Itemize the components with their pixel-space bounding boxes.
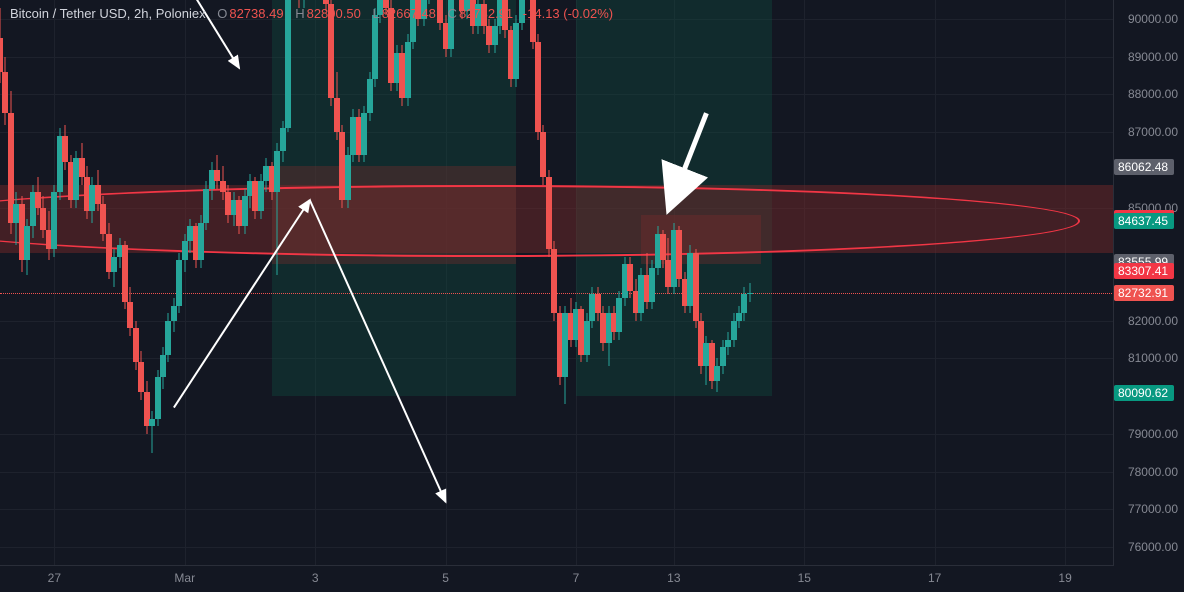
grid-line <box>804 0 805 566</box>
chart-root[interactable]: 90000.0089000.0088000.0087000.0085000.00… <box>0 0 1184 592</box>
ohlc-c-label: C <box>448 6 457 21</box>
y-tick-label: 82000.00 <box>1128 314 1178 328</box>
symbol-title[interactable]: Bitcoin / Tether USD, 2h, Poloniex <box>10 6 206 21</box>
x-tick-label: 5 <box>442 571 449 585</box>
x-tick-label: 13 <box>667 571 680 585</box>
plot-area[interactable] <box>0 0 1114 566</box>
grid-line <box>1065 0 1066 566</box>
candle[interactable] <box>747 0 753 566</box>
price-tag: 84637.45 <box>1114 213 1174 229</box>
y-tick-label: 78000.00 <box>1128 465 1178 479</box>
y-tick-label: 90000.00 <box>1128 12 1178 26</box>
x-tick-label: 27 <box>48 571 61 585</box>
y-tick-label: 79000.00 <box>1128 427 1178 441</box>
x-tick-label: 19 <box>1058 571 1071 585</box>
ohlc-o-value: 82738.49 <box>229 6 283 21</box>
y-axis[interactable]: 90000.0089000.0088000.0087000.0085000.00… <box>1113 0 1184 566</box>
price-tag: 80090.62 <box>1114 385 1174 401</box>
y-tick-label: 77000.00 <box>1128 502 1178 516</box>
y-tick-label: 88000.00 <box>1128 87 1178 101</box>
ohlc-o-label: O <box>217 6 227 21</box>
ohlc-h-label: H <box>295 6 304 21</box>
y-tick-label: 89000.00 <box>1128 50 1178 64</box>
x-axis[interactable]: 27 Mar 3 5 7 13 15 17 19 <box>0 565 1114 592</box>
chart-header: Bitcoin / Tether USD, 2h, Poloniex O8273… <box>10 6 615 21</box>
x-tick-label: 15 <box>798 571 811 585</box>
price-tag: 82732.91 <box>1114 285 1174 301</box>
price-tag: 86062.48 <box>1114 159 1174 175</box>
x-tick-label: Mar <box>174 571 195 585</box>
ohlc-l-value: 82667.48 <box>382 6 436 21</box>
x-tick-label: 7 <box>573 571 580 585</box>
y-tick-label: 76000.00 <box>1128 540 1178 554</box>
ohlc-c-value: 82732.91 <box>459 6 513 21</box>
y-tick-label: 87000.00 <box>1128 125 1178 139</box>
ohlc-h-value: 82800.50 <box>307 6 361 21</box>
x-tick-label: 17 <box>928 571 941 585</box>
ohlc-change: -14.13 (-0.02%) <box>523 6 613 21</box>
ohlc-l-label: L <box>372 6 379 21</box>
x-tick-label: 3 <box>312 571 319 585</box>
grid-line <box>935 0 936 566</box>
y-tick-label: 81000.00 <box>1128 351 1178 365</box>
price-tag: 83307.41 <box>1114 263 1174 279</box>
